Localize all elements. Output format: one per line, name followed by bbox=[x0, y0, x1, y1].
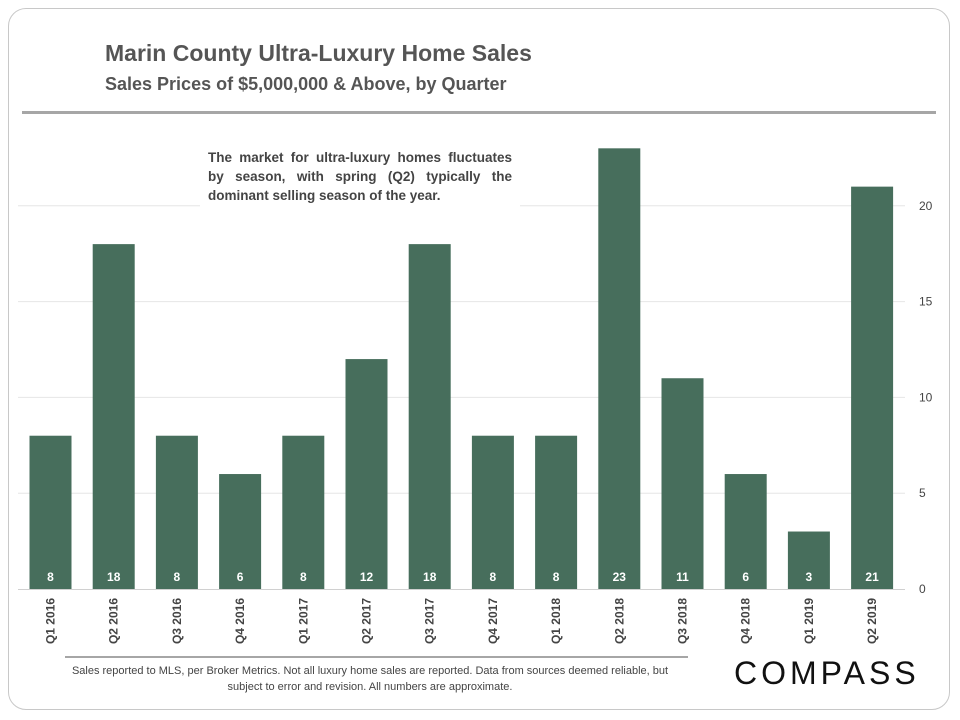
bar bbox=[535, 435, 578, 589]
bar bbox=[408, 244, 451, 589]
x-tick-labels: Q1 2016 Q2 2016 Q3 2016 Q4 2016 Q1 2017 Q2 20… bbox=[44, 598, 880, 644]
bar-labels: 8 18 8 6 8 12 18 8 8 23 11 6 3 21 bbox=[47, 570, 879, 584]
bars bbox=[29, 148, 894, 589]
bar-value-label: 23 bbox=[613, 570, 627, 584]
slide-frame bbox=[8, 8, 950, 710]
bar bbox=[851, 186, 894, 589]
x-tick-label: Q4 2018 bbox=[739, 598, 753, 644]
x-tick-label: Q1 2018 bbox=[549, 598, 563, 644]
bar bbox=[155, 435, 198, 589]
bar bbox=[661, 378, 704, 589]
bar bbox=[471, 435, 514, 589]
chart-subtitle: Sales Prices of $5,000,000 & Above, by Q… bbox=[105, 74, 507, 94]
y-tick-label: 10 bbox=[919, 390, 933, 404]
bar-value-label: 18 bbox=[107, 570, 121, 584]
x-tick-label: Q1 2017 bbox=[296, 598, 310, 644]
x-tick-label: Q2 2017 bbox=[360, 598, 374, 644]
x-tick-label: Q4 2016 bbox=[233, 598, 247, 644]
bar bbox=[29, 435, 72, 589]
bar bbox=[345, 359, 388, 589]
x-tick-label: Q2 2018 bbox=[612, 598, 626, 644]
x-tick-label: Q3 2017 bbox=[423, 598, 437, 644]
y-tick-labels: 0 5 10 15 20 bbox=[919, 199, 933, 596]
bar-value-label: 12 bbox=[360, 570, 374, 584]
x-tick-label: Q3 2016 bbox=[170, 598, 184, 644]
bar-value-label: 8 bbox=[47, 570, 54, 584]
y-tick-label: 0 bbox=[919, 582, 926, 596]
bar-value-label: 8 bbox=[300, 570, 307, 584]
bar-value-label: 8 bbox=[490, 570, 497, 584]
bar-value-label: 6 bbox=[742, 570, 749, 584]
bar-value-label: 11 bbox=[676, 570, 689, 584]
bar-value-label: 8 bbox=[553, 570, 560, 584]
chart-title: Marin County Ultra-Luxury Home Sales bbox=[105, 40, 532, 66]
bar-value-label: 6 bbox=[237, 570, 244, 584]
bar bbox=[724, 474, 767, 589]
bar bbox=[787, 531, 830, 589]
compass-logo: COMPASS bbox=[734, 655, 920, 691]
y-tick-label: 20 bbox=[919, 199, 933, 213]
x-tick-label: Q1 2016 bbox=[44, 598, 58, 644]
bar bbox=[92, 244, 135, 589]
footnote: Sales reported to MLS, per Broker Metric… bbox=[71, 665, 669, 693]
x-tick-label: Q1 2019 bbox=[802, 598, 816, 644]
annotation-text: The market for ultra-luxury homes fluctu… bbox=[200, 144, 520, 209]
bar bbox=[282, 435, 325, 589]
x-tick-label: Q4 2017 bbox=[486, 598, 500, 644]
x-tick-label: Q3 2018 bbox=[676, 598, 690, 644]
bar-value-label: 18 bbox=[423, 570, 437, 584]
bar-value-label: 3 bbox=[806, 570, 813, 584]
x-tick-label: Q2 2019 bbox=[865, 598, 879, 644]
bar bbox=[219, 474, 262, 589]
x-tick-label: Q2 2016 bbox=[107, 598, 121, 644]
bar bbox=[598, 148, 641, 589]
bar-value-label: 21 bbox=[865, 570, 879, 584]
bar-value-label: 8 bbox=[174, 570, 181, 584]
gridlines bbox=[18, 205, 905, 494]
title-divider bbox=[22, 111, 936, 114]
y-tick-label: 15 bbox=[919, 295, 933, 309]
y-tick-label: 5 bbox=[919, 486, 926, 500]
